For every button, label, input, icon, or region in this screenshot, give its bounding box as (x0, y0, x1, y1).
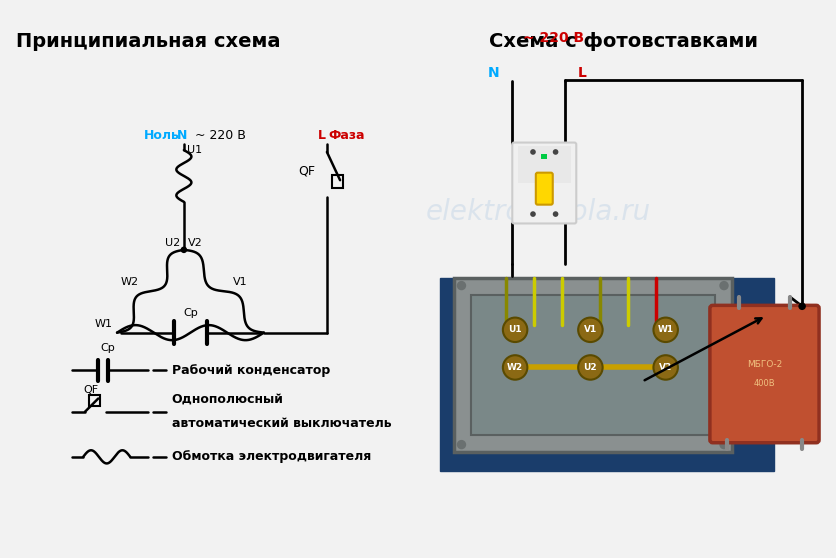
Circle shape (719, 281, 729, 290)
Text: МБГО-2: МБГО-2 (747, 360, 782, 369)
Text: Рабочий конденсатор: Рабочий конденсатор (171, 364, 330, 377)
Text: U1: U1 (508, 325, 522, 334)
FancyBboxPatch shape (710, 305, 819, 442)
Circle shape (553, 211, 558, 217)
Text: U1: U1 (186, 146, 201, 155)
Text: L: L (318, 129, 325, 142)
Circle shape (654, 318, 678, 342)
Text: QF: QF (298, 164, 316, 177)
Text: N: N (177, 129, 187, 142)
Text: автоматический выключатель: автоматический выключатель (171, 417, 391, 430)
Text: U2: U2 (584, 363, 597, 372)
Circle shape (579, 355, 603, 379)
Bar (332, 175, 343, 187)
Text: Принципиальная схема: Принципиальная схема (16, 31, 280, 51)
Text: V1: V1 (232, 277, 247, 286)
Circle shape (530, 211, 536, 217)
Text: L: L (579, 66, 587, 80)
Bar (440, 278, 774, 471)
Text: Однополюсный: Однополюсный (171, 393, 283, 406)
Text: Схема с фотовставками: Схема с фотовставками (489, 31, 757, 51)
FancyBboxPatch shape (512, 142, 576, 224)
Text: 400В: 400В (754, 379, 775, 388)
Text: QF: QF (83, 385, 99, 395)
Circle shape (553, 149, 558, 155)
Circle shape (503, 355, 528, 379)
Text: W1: W1 (94, 319, 112, 329)
Text: W2: W2 (507, 363, 523, 372)
Text: Ноль: Ноль (145, 129, 181, 142)
Text: ~ 220 В: ~ 220 В (523, 31, 584, 45)
Text: V2: V2 (659, 363, 672, 372)
Bar (89, 395, 100, 406)
Circle shape (181, 247, 187, 253)
Circle shape (456, 440, 466, 449)
Text: Фаза: Фаза (329, 129, 365, 142)
Text: Обмотка электродвигателя: Обмотка электродвигателя (171, 450, 371, 463)
Text: N: N (487, 66, 499, 80)
Bar (542, 154, 547, 160)
Bar (454, 278, 732, 452)
Bar (471, 295, 715, 435)
Circle shape (798, 302, 806, 310)
Text: Cp: Cp (101, 343, 115, 353)
Text: W1: W1 (658, 325, 674, 334)
Circle shape (503, 318, 528, 342)
FancyBboxPatch shape (536, 172, 553, 205)
Circle shape (654, 355, 678, 379)
Circle shape (719, 440, 729, 449)
Text: Cp: Cp (183, 307, 198, 318)
Text: V1: V1 (584, 325, 597, 334)
Circle shape (456, 281, 466, 290)
Text: ~ 220 В: ~ 220 В (195, 129, 246, 142)
Bar (518, 146, 571, 183)
Text: elektroshkola.ru: elektroshkola.ru (426, 198, 651, 226)
Circle shape (579, 318, 603, 342)
Text: W2: W2 (120, 277, 139, 286)
Circle shape (530, 149, 536, 155)
Text: V2: V2 (187, 238, 202, 248)
Text: U2: U2 (165, 238, 180, 248)
